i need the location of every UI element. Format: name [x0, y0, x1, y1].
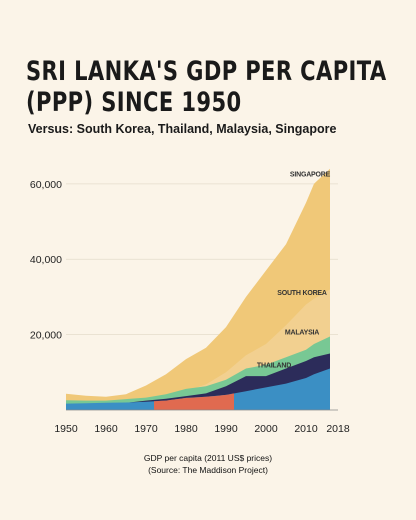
- x-tick-label-1960: 1960: [94, 423, 118, 435]
- y-axis-ticks: 20,000 40,000 60,000: [30, 179, 62, 342]
- highlight-area: [154, 393, 234, 410]
- series-label-singapore: SINGAPORE: [290, 171, 331, 178]
- x-tick-label-1970: 1970: [134, 423, 158, 435]
- series-label-thailand: THAILAND: [257, 362, 291, 369]
- x-tick-label-2010: 2010: [294, 423, 318, 435]
- x-tick-label-1990: 1990: [214, 423, 238, 435]
- series-label-malaysia: MALAYSIA: [285, 330, 319, 337]
- source-note: (Source: The Maddison Project): [148, 465, 268, 475]
- x-tick-label-1980: 1980: [174, 423, 198, 435]
- x-axis-title: GDP per capita (2011 US$ prices): [143, 453, 273, 463]
- chart-subtitle: Versus: South Korea, Thailand, Malaysia,…: [28, 122, 337, 136]
- y-tick-label-20000: 20,000: [30, 330, 62, 342]
- series-areas: [66, 168, 330, 410]
- x-tick-label-2018: 2018: [326, 423, 350, 435]
- title-line-2: (PPP) SINCE 1950: [26, 87, 242, 118]
- x-axis-ticks: 1950 1960 1970 1980 1990 2000 2010 2018: [54, 423, 350, 435]
- y-tick-label-60000: 60,000: [30, 179, 62, 191]
- series-label-south-korea: SOUTH KOREA: [277, 290, 327, 297]
- x-tick-label-2000: 2000: [254, 423, 278, 435]
- series-labels: SINGAPORE SOUTH KOREA MALAYSIA THAILAND: [257, 171, 331, 369]
- x-tick-label-1950: 1950: [54, 423, 78, 435]
- y-tick-label-40000: 40,000: [30, 254, 62, 266]
- series-area-base-4: [66, 368, 330, 410]
